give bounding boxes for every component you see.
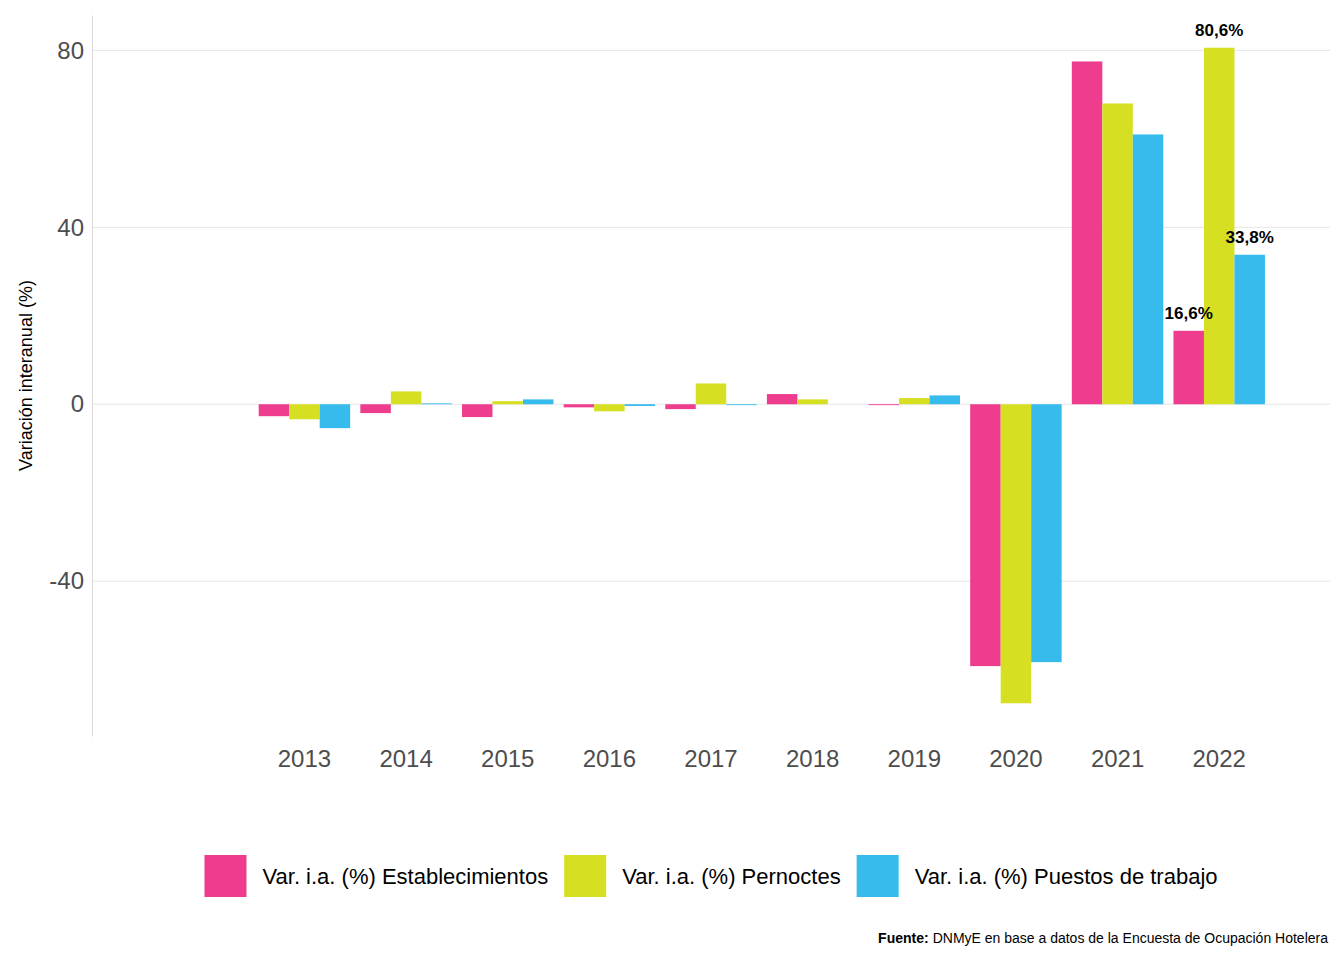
bar [665,404,695,409]
legend-item: Var. i.a. (%) Establecimientos [204,855,548,897]
x-axis-line [93,736,1331,737]
bar [564,404,594,407]
y-tick-label: 80 [57,37,84,64]
x-tick: 2019 [888,736,941,772]
bar [421,403,451,405]
legend-label: Var. i.a. (%) Establecimientos [262,864,548,889]
legend-swatch [857,855,899,897]
bar [828,404,858,405]
y-tick: 80 [57,37,92,64]
y-tick-label: 0 [71,390,84,417]
x-tick: 2021 [1091,736,1144,772]
bar [1133,134,1163,404]
bar [1204,48,1234,405]
bar [970,404,1000,666]
x-tick: 2017 [684,736,737,772]
x-tick: 2022 [1193,736,1246,772]
x-tick: 2014 [379,736,432,772]
y-tick: -40 [49,567,92,594]
y-axis-title: Variación interanual (%) [16,280,36,471]
y-tick: 0 [71,390,92,417]
y-axis: -40 0 40 80 [49,16,92,737]
bar [726,404,756,406]
x-tick-label: 2013 [278,745,331,772]
legend-label: Var. i.a. (%) Pernoctes [622,864,840,889]
bar [1234,255,1264,405]
data-label: 33,8% [1226,228,1274,247]
bar [594,404,624,411]
bar [1173,331,1203,404]
x-tick-label: 2020 [989,745,1042,772]
bar [1102,103,1132,404]
x-tick: 2018 [786,736,839,772]
y-axis-line [92,16,93,737]
x-tick: 2016 [583,736,636,772]
bars [259,48,1265,704]
y-tick: 40 [57,213,92,240]
grid [92,50,1330,581]
bar [320,404,350,428]
source-label: Fuente: [878,930,929,946]
data-label: 80,6% [1195,21,1243,40]
x-tick-label: 2019 [888,745,941,772]
bar [797,399,827,404]
legend-swatch [204,855,246,897]
data-labels: 16,6% 80,6% 33,8% [1165,21,1274,323]
bar [869,404,899,406]
x-tick: 2020 [989,736,1042,772]
data-label: 16,6% [1165,304,1213,323]
bar [289,404,319,419]
bar [360,404,390,413]
x-tick-label: 2017 [684,745,737,772]
bar [625,404,655,406]
bar [523,399,553,404]
bar [1031,404,1061,662]
x-tick-label: 2021 [1091,745,1144,772]
bar [492,401,522,404]
grid-line [92,581,1330,582]
x-tick-label: 2014 [379,745,432,772]
x-tick-label: 2022 [1193,745,1246,772]
x-axis: 2013 2014 2015 2016 2017 2018 2019 2020 2021 2022 [93,736,1331,772]
x-tick: 2013 [278,736,331,772]
x-tick-label: 2018 [786,745,839,772]
y-tick-label: 40 [57,213,84,240]
bar [696,383,726,404]
bar [1072,61,1102,404]
legend-item: Var. i.a. (%) Pernoctes [564,855,840,897]
source-text: DNMyE en base a datos de la Encuesta de … [933,930,1329,946]
bar [899,398,929,404]
legend-item: Var. i.a. (%) Puestos de trabajo [857,855,1218,897]
bar [930,395,960,404]
bar [259,404,289,416]
legend-label: Var. i.a. (%) Puestos de trabajo [915,864,1218,889]
x-tick: 2015 [481,736,534,772]
bar [462,404,492,417]
y-tick-label: -40 [49,567,84,594]
source: Fuente:DNMyE en base a datos de la Encue… [878,930,1328,946]
bar [1001,404,1031,703]
grid-line [92,50,1330,51]
chart: -40 0 40 80 Variación interanual (%) 2013 2014… [0,0,1344,960]
legend: Var. i.a. (%) Establecimientos Var. i.a. … [204,855,1217,897]
bar [767,394,797,404]
legend-swatch [564,855,606,897]
x-tick-label: 2016 [583,745,636,772]
bar [391,391,421,404]
x-tick-label: 2015 [481,745,534,772]
